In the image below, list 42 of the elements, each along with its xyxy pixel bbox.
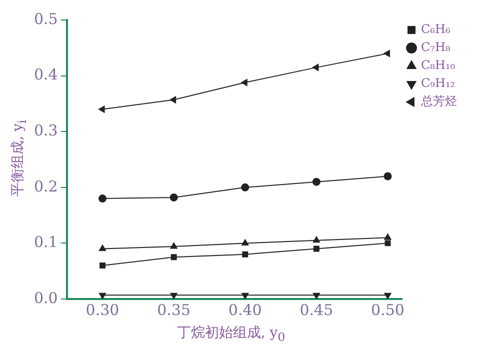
- point: [170, 193, 178, 202]
- point: [313, 246, 320, 252]
- point: [98, 194, 107, 203]
- legend-label: C₈H₁₀: [421, 58, 456, 72]
- legend-label: C₉H₁₂: [421, 76, 456, 90]
- point: [384, 50, 390, 58]
- x-tick-label: 0.35: [157, 300, 191, 319]
- x-tick-label: 0.50: [371, 300, 404, 319]
- point: [100, 262, 106, 268]
- point: [384, 172, 392, 180]
- point: [98, 106, 105, 113]
- point: [242, 239, 249, 246]
- point: [312, 178, 320, 186]
- legend-label: 总芳烃: [420, 94, 457, 108]
- legend-label: C₇H₈: [421, 40, 450, 54]
- point: [170, 242, 178, 249]
- y-tick-label: 0.3: [34, 121, 58, 140]
- point: [312, 292, 320, 299]
- x-tick-label: 0.40: [228, 300, 262, 319]
- y-tick-label: 0.0: [34, 288, 58, 307]
- y-tick-label: 0.1: [34, 233, 58, 252]
- point: [312, 64, 319, 71]
- point: [170, 96, 176, 104]
- x-tick-label: 0.30: [86, 300, 120, 319]
- point: [241, 183, 250, 192]
- point: [98, 244, 106, 252]
- x-tick-label: 0.45: [300, 300, 334, 319]
- x-axis-title: 丁烷初始组成, y$_{0}$: [176, 324, 286, 344]
- point: [384, 292, 392, 299]
- point: [98, 292, 106, 299]
- legend-label: C₆H₆: [421, 22, 450, 36]
- point: [384, 234, 392, 240]
- point: [170, 254, 177, 260]
- point: [170, 292, 178, 299]
- point: [384, 240, 391, 246]
- y-tick-label: 0.4: [34, 66, 58, 84]
- point: [242, 251, 248, 258]
- y-tick-label: 0.2: [34, 177, 58, 196]
- point: [241, 78, 248, 86]
- point: [242, 292, 249, 299]
- point: [312, 236, 320, 243]
- y-tick-label: 0.5: [34, 10, 58, 28]
